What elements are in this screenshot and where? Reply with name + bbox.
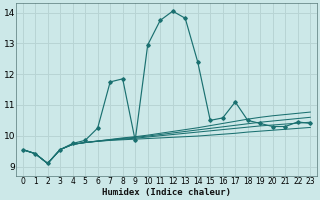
X-axis label: Humidex (Indice chaleur): Humidex (Indice chaleur): [102, 188, 231, 197]
